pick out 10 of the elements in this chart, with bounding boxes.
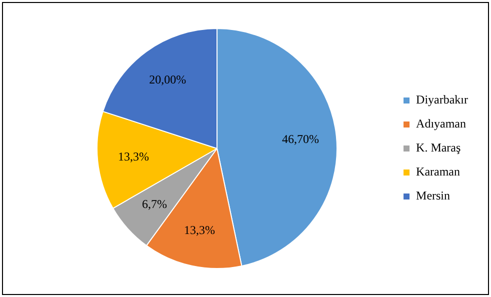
- data-label: 13,3%: [184, 222, 215, 237]
- legend-label: Karaman: [416, 164, 460, 179]
- legend-label: K. Maraş: [416, 140, 462, 155]
- data-label: 20,00%: [149, 72, 186, 87]
- legend-label: Diyarbakır: [416, 92, 468, 107]
- legend-label: Mersin: [416, 188, 450, 203]
- data-label: 46,70%: [282, 132, 320, 146]
- data-label: 13,3%: [118, 149, 149, 164]
- legend-label: Adıyaman: [416, 116, 466, 131]
- data-label: 6,7%: [142, 196, 168, 211]
